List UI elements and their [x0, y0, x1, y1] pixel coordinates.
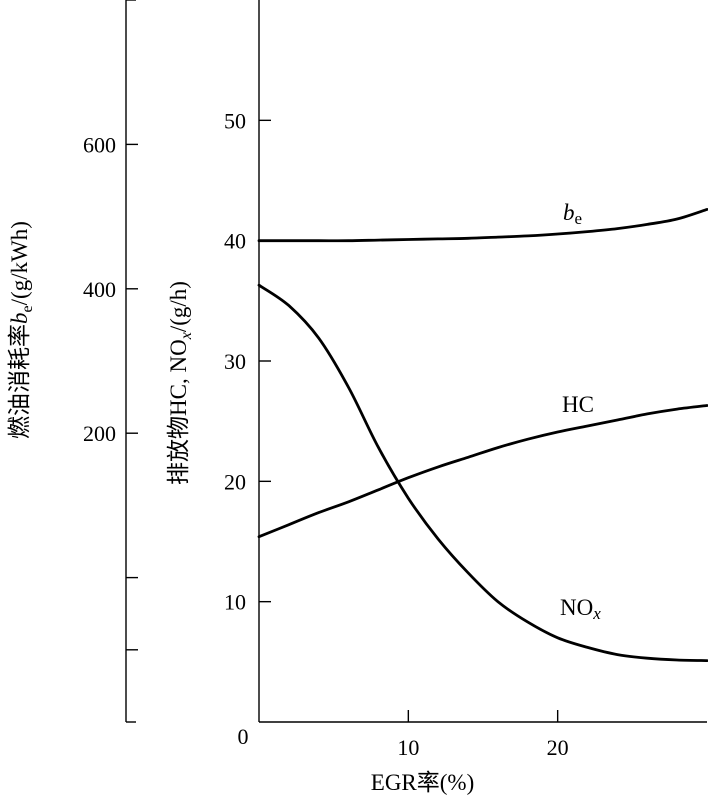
y-axis-right-tick-label: 50	[224, 108, 246, 133]
origin-label: 0	[238, 724, 249, 749]
y-axis-right-title: 排放物HC, NOx/(g/h)	[166, 281, 195, 485]
y-axis-left-title: 燃油消耗率be/(g/kWh)	[7, 221, 36, 439]
y-axis-left-tick-label: 200	[83, 421, 116, 446]
y-axis-right-tick-label: 20	[224, 469, 246, 494]
x-axis-tick-label: 20	[547, 735, 569, 760]
y-axis-right-tick-label: 10	[224, 590, 246, 615]
y-axis-right-tick-label: 30	[224, 349, 246, 374]
y-axis-left-tick-label: 600	[83, 132, 116, 157]
x-axis-tick-label: 10	[397, 735, 419, 760]
series-label-hc: HC	[562, 392, 594, 417]
y-axis-right-tick-label: 40	[224, 229, 246, 254]
chart-axes	[125, 0, 707, 723]
y-axis-left-tick-label: 400	[83, 277, 116, 302]
series-line-hc	[257, 404, 708, 539]
series-line-no	[257, 283, 708, 662]
x-axis-title: EGR率(%)	[371, 770, 474, 795]
series-label-no: NOx	[560, 595, 601, 623]
chart-series	[257, 208, 708, 662]
series-line-b	[257, 208, 708, 243]
series-label-b: be	[563, 200, 582, 228]
